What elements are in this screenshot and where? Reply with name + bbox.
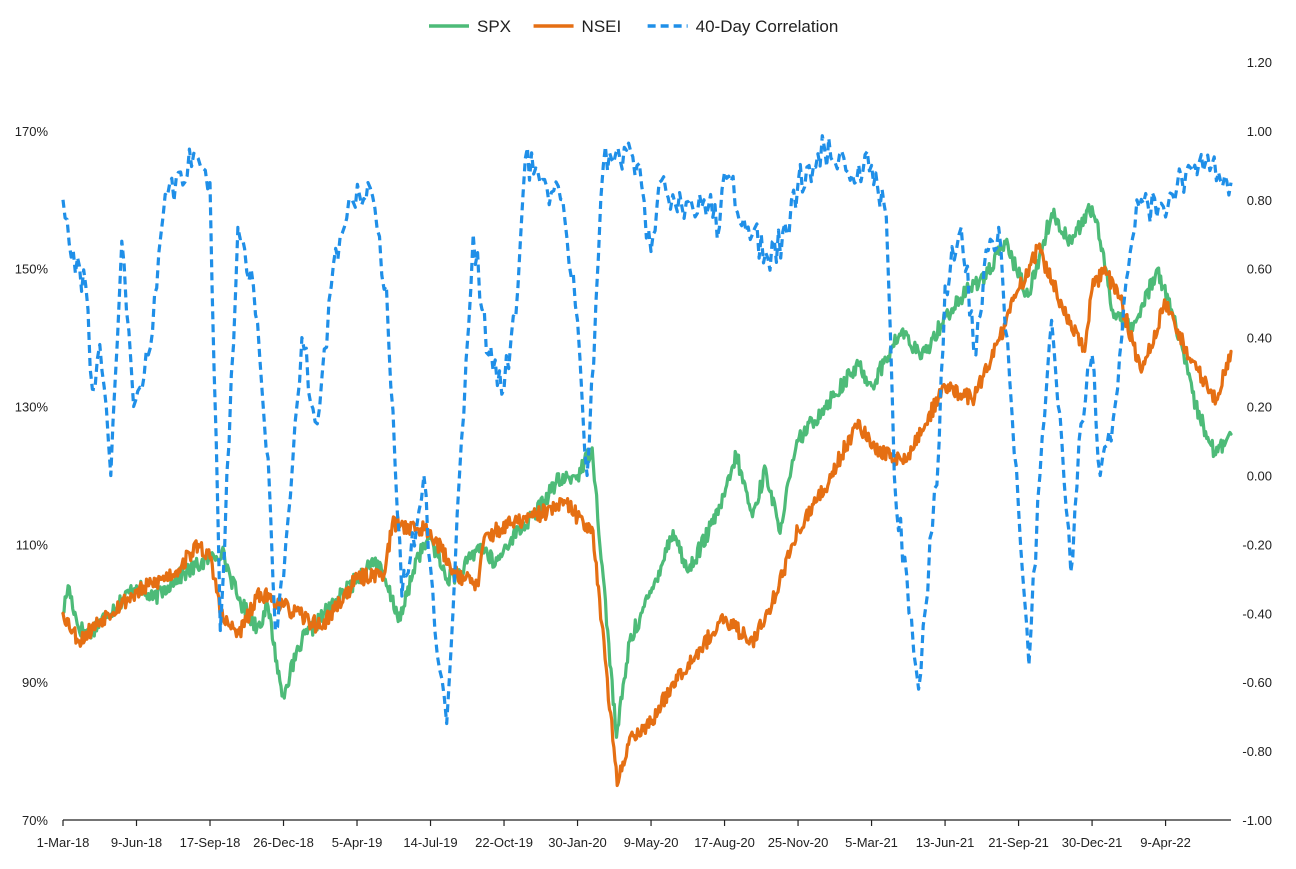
x-tick-label: 1-Mar-18	[37, 835, 90, 850]
x-tick-label: 17-Aug-20	[694, 835, 755, 850]
series-line-spx	[61, 202, 1233, 739]
y-left-tick-label: 70%	[22, 813, 48, 828]
legend-label: 40-Day Correlation	[696, 17, 839, 36]
series-line-40-day-correlation	[61, 134, 1233, 726]
y-right-tick-label: 0.00	[1247, 468, 1272, 483]
y-left-tick-label: 130%	[15, 400, 49, 415]
y-left-tick-label: 110%	[16, 537, 49, 552]
y-right-tick-label: -1.00	[1242, 813, 1272, 828]
y-left-tick-label: 150%	[15, 262, 49, 277]
x-tick-label: 9-Apr-22	[1140, 835, 1191, 850]
x-tick-label: 25-Nov-20	[768, 835, 829, 850]
y-right-tick-label: 0.60	[1247, 262, 1272, 277]
x-tick-label: 14-Jul-19	[403, 835, 457, 850]
x-tick-label: 21-Sep-21	[988, 835, 1049, 850]
y-right-tick-label: -0.20	[1242, 537, 1272, 552]
y-right-tick-label: -0.60	[1242, 675, 1272, 690]
legend-label: NSEI	[582, 17, 622, 36]
x-tick-label: 30-Dec-21	[1062, 835, 1123, 850]
legend-label: SPX	[477, 17, 511, 36]
x-tick-label: 9-Jun-18	[111, 835, 162, 850]
y-right-tick-label: 0.80	[1247, 193, 1272, 208]
series-line-nsei	[61, 242, 1233, 788]
y-left-tick-label: 90%	[22, 675, 48, 690]
y-right-tick-label: 1.00	[1247, 124, 1272, 139]
x-tick-label: 9-May-20	[624, 835, 679, 850]
plot-area	[61, 134, 1233, 788]
legend: SPX NSEI 40-Day Correlation	[429, 17, 838, 36]
x-tick-label: 30-Jan-20	[548, 835, 607, 850]
axes: 1-Mar-18 9-Jun-18 17-Sep-18 26-Dec-18 5-Apr-…	[15, 55, 1272, 850]
y-left-tick-label: 170%	[15, 124, 49, 139]
y-right-tick-label: 0.40	[1247, 331, 1272, 346]
y-right-tick-label: -0.80	[1242, 744, 1272, 759]
y-right-tick-label: -0.40	[1242, 606, 1272, 621]
x-tick-label: 26-Dec-18	[253, 835, 314, 850]
x-tick-label: 22-Oct-19	[475, 835, 533, 850]
y-right-tick-label: 0.20	[1247, 400, 1272, 415]
x-tick-label: 5-Mar-21	[845, 835, 898, 850]
x-tick-label: 17-Sep-18	[180, 835, 241, 850]
x-tick-label: 13-Jun-21	[916, 835, 975, 850]
y-right-tick-label: 1.20	[1247, 55, 1272, 70]
x-tick-label: 5-Apr-19	[332, 835, 383, 850]
